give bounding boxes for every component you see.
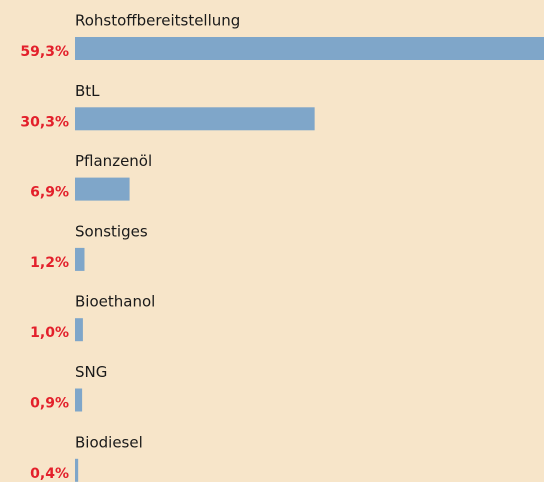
bar: [75, 247, 85, 271]
value-label: 0,9%: [30, 396, 69, 412]
category-label: BtL: [75, 82, 100, 100]
value-label: 1,2%: [30, 255, 69, 271]
bar: [75, 177, 130, 201]
bar: [75, 107, 315, 131]
bar: [75, 458, 79, 482]
value-label: 30,3%: [20, 114, 69, 130]
bar: [75, 388, 83, 412]
value-label: 0,4%: [30, 466, 69, 482]
category-label: Pflanzenöl: [75, 152, 152, 170]
category-label: Rohstoffbereitstellung: [75, 12, 240, 30]
bar: [75, 37, 544, 60]
bar: [75, 318, 83, 342]
category-label: Bioethanol: [75, 293, 155, 311]
category-label: SNG: [75, 363, 107, 381]
value-label: 1,0%: [30, 325, 69, 341]
category-label: Biodiesel: [75, 433, 143, 451]
category-label: Sonstiges: [75, 222, 148, 240]
value-label: 59,3%: [20, 44, 69, 60]
value-label: 6,9%: [30, 185, 69, 201]
